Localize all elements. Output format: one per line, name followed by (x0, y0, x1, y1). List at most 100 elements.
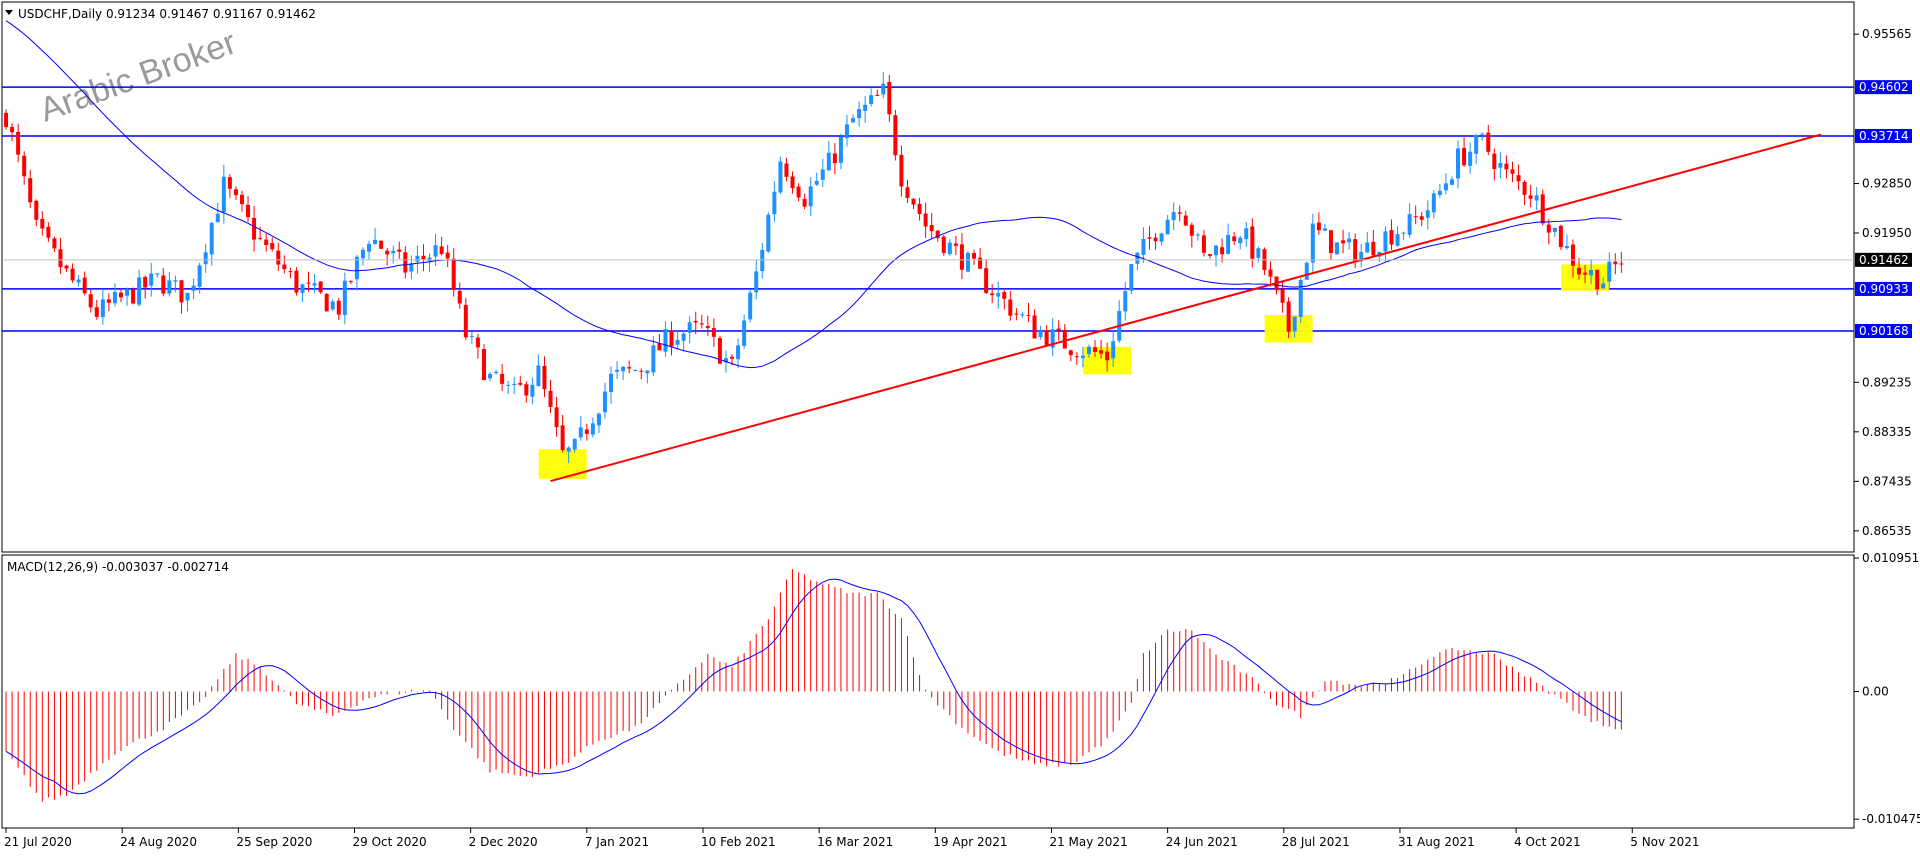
candle-body (463, 304, 468, 338)
candle-body (1002, 292, 1007, 299)
candle-body (1123, 291, 1128, 312)
candle-body (1583, 272, 1588, 275)
time-axis: 21 Jul 2020 24 Aug 2020 25 Sep 2020 29 Oct … (4, 828, 1699, 849)
candle-body (1310, 223, 1315, 263)
candle-body (530, 384, 535, 397)
candle-body (965, 252, 970, 272)
candle-body (639, 370, 644, 372)
candle-body (1401, 232, 1406, 234)
candle-body (1552, 227, 1557, 232)
candle-body (1286, 301, 1291, 332)
price-tick-label: 0.95565 (1862, 27, 1912, 41)
candle-body (391, 250, 396, 254)
candle-body (197, 265, 202, 287)
candle-body (1577, 267, 1582, 275)
candle-body (1558, 225, 1563, 248)
level-price-label: 0.90933 (1859, 282, 1909, 296)
candle-body (397, 249, 402, 252)
candle-body (385, 250, 390, 255)
candle-body (796, 186, 801, 198)
candle-body (403, 252, 408, 273)
candle-body (1564, 245, 1569, 248)
candle-body (112, 291, 117, 304)
candle-body (953, 243, 958, 246)
price-tick-label: 0.88335 (1862, 425, 1912, 439)
current-price-marker: 0.91462 (2, 252, 1912, 267)
candle-body (990, 293, 995, 296)
macd-title: MACD(12,26,9) -0.003037 -0.002714 (7, 560, 229, 574)
candle-body (1546, 224, 1551, 233)
candle-body (1026, 314, 1031, 316)
candle-body (16, 131, 21, 155)
level-price-badge (1855, 281, 1912, 296)
candle-body (137, 277, 142, 305)
candle-body (1195, 234, 1200, 236)
chart-menu-triangle-icon[interactable] (5, 10, 13, 15)
candle-body (802, 198, 807, 207)
trendline[interactable] (550, 133, 1822, 483)
candle-body (651, 345, 656, 373)
candle-body (348, 281, 353, 283)
candle-body (972, 253, 977, 259)
candle-body (300, 284, 305, 293)
candle-body (360, 249, 365, 259)
level-price-badge (1855, 80, 1912, 95)
candle-body (1244, 228, 1249, 240)
candle-body (1292, 316, 1297, 332)
time-tick-label: 2 Dec 2020 (469, 835, 538, 849)
candle-body (451, 258, 456, 290)
candle-body (1437, 190, 1442, 196)
time-tick-label: 25 Sep 2020 (236, 835, 312, 849)
candle-body (584, 429, 589, 434)
candle-body (1232, 236, 1237, 242)
candle-body (179, 280, 184, 303)
candle-body (100, 299, 105, 318)
candle-body (512, 383, 517, 385)
candle-body (1522, 181, 1527, 195)
candle-body (500, 373, 505, 384)
macd-tick-label: 0.010951 (1862, 551, 1919, 565)
price-tick-label: 0.92850 (1862, 177, 1912, 191)
candle-body (336, 300, 341, 315)
candle-body (844, 124, 849, 139)
candle-body (657, 343, 662, 351)
candle-body (1383, 231, 1388, 252)
macd-axis: 0.010951 0.00 -0.010475 (1854, 551, 1920, 826)
candle-body (717, 338, 722, 364)
candle-body (246, 204, 251, 218)
candle-body (282, 264, 287, 270)
time-tick-label: 5 Nov 2021 (1630, 835, 1699, 849)
candle-body (1111, 341, 1116, 359)
candle-body (663, 329, 668, 352)
candle-body (754, 271, 759, 293)
candle-body (941, 236, 946, 253)
candle-body (1214, 245, 1219, 256)
candle-body (790, 176, 795, 189)
trendline-line[interactable] (550, 133, 1822, 483)
candle-body (572, 438, 577, 450)
candle-body (1038, 330, 1043, 338)
candle-body (984, 268, 989, 293)
candle-body (881, 83, 886, 95)
macd-signal-polyline (5, 578, 1622, 795)
candle-body (1032, 315, 1037, 339)
candle-body (88, 294, 93, 308)
candle-body (1419, 216, 1424, 220)
candle-body (1153, 237, 1158, 242)
candle-body (566, 447, 571, 452)
time-tick-label: 28 Jul 2021 (1282, 835, 1350, 849)
candle-body (82, 277, 87, 294)
candle-body (203, 252, 208, 265)
candle-body (1449, 179, 1454, 185)
candle-body (1425, 210, 1430, 218)
candle-body (1595, 269, 1600, 290)
candle-body (1044, 330, 1049, 346)
candle-body (1268, 269, 1273, 277)
macd-tick-label: -0.010475 (1862, 812, 1920, 826)
horizontal-levels[interactable]: 0.94602 0.93714 0.90933 0.90168 (2, 80, 1912, 339)
candle-body (276, 250, 281, 265)
candle-body (723, 358, 728, 363)
candle-body (760, 249, 765, 271)
candle-body (1220, 247, 1225, 255)
